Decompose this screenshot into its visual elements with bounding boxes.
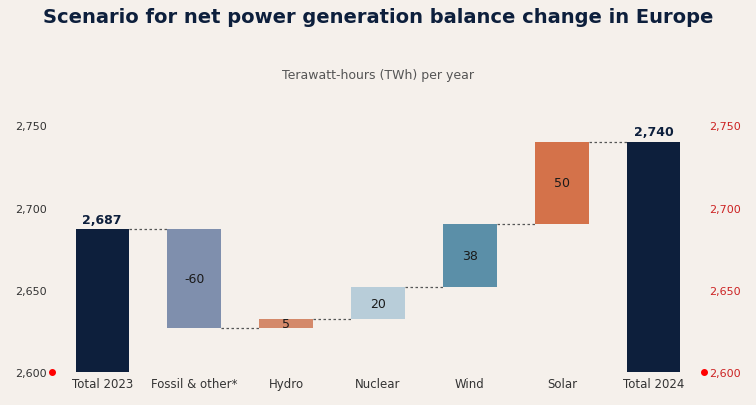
Bar bbox=[627, 143, 680, 372]
Title: Terawatt-hours (TWh) per year: Terawatt-hours (TWh) per year bbox=[282, 69, 474, 82]
Text: Scenario for net power generation balance change in Europe: Scenario for net power generation balanc… bbox=[43, 8, 713, 27]
Text: 38: 38 bbox=[462, 249, 478, 262]
Text: 2,740: 2,740 bbox=[634, 126, 674, 139]
Bar bbox=[168, 229, 221, 328]
Text: 5: 5 bbox=[282, 317, 290, 330]
Text: 50: 50 bbox=[554, 177, 570, 190]
Bar bbox=[259, 320, 313, 328]
Bar bbox=[76, 229, 129, 372]
Text: 20: 20 bbox=[370, 297, 386, 310]
Bar bbox=[443, 224, 497, 287]
Bar bbox=[352, 287, 404, 320]
Text: 2,687: 2,687 bbox=[82, 213, 122, 226]
Text: -60: -60 bbox=[184, 272, 204, 285]
Bar bbox=[535, 143, 588, 224]
